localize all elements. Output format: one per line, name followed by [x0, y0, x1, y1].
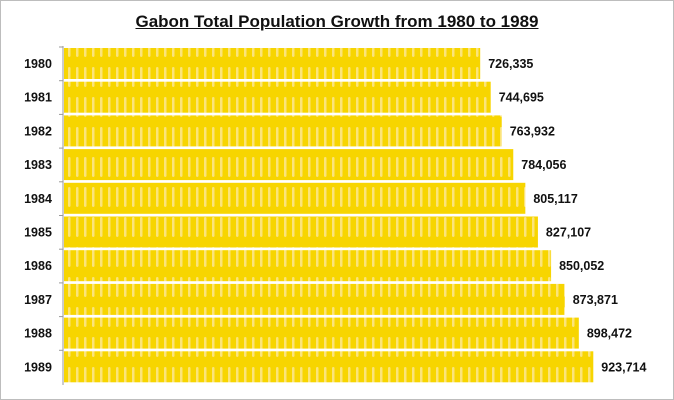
category-label: 1983 [24, 158, 52, 172]
value-label: 923,714 [601, 360, 646, 374]
bar-1986 [64, 250, 552, 282]
value-label: 898,472 [587, 327, 632, 341]
category-label: 1986 [24, 259, 52, 273]
value-label: 726,335 [488, 57, 533, 71]
bar-1981 [64, 81, 491, 113]
bar-1989 [64, 351, 594, 383]
category-label: 1981 [24, 91, 52, 105]
bar-1982 [64, 115, 502, 147]
category-label: 1984 [24, 192, 52, 206]
value-label: 873,871 [573, 293, 618, 307]
value-label: 763,932 [510, 124, 555, 138]
chart-title: Gabon Total Population Growth from 1980 … [135, 12, 539, 31]
category-label: 1988 [24, 327, 52, 341]
bar-1984 [64, 182, 526, 214]
category-label: 1987 [24, 293, 52, 307]
category-label: 1982 [24, 124, 52, 138]
value-label: 744,695 [499, 91, 544, 105]
bar-1987 [64, 283, 565, 315]
value-label: 784,056 [521, 158, 566, 172]
value-label: 805,117 [533, 192, 578, 206]
value-label: 850,052 [559, 259, 604, 273]
bar-1985 [64, 216, 538, 248]
bar-1983 [64, 149, 514, 181]
bar-1988 [64, 317, 579, 349]
category-label: 1989 [24, 360, 52, 374]
value-label: 827,107 [546, 226, 591, 240]
bar-1980 [64, 48, 481, 79]
category-label: 1985 [24, 226, 52, 240]
category-label: 1980 [24, 57, 52, 71]
